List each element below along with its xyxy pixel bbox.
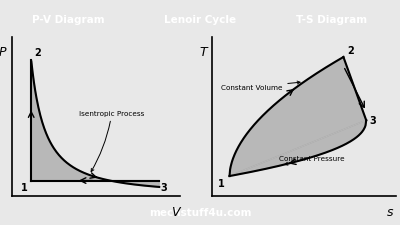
Text: 3: 3 [161, 182, 168, 192]
Text: T-S Diagram: T-S Diagram [296, 15, 368, 25]
Text: Lenoir Cycle: Lenoir Cycle [164, 15, 236, 25]
Text: Constant Pressure: Constant Pressure [278, 155, 344, 165]
Text: 2: 2 [347, 46, 354, 56]
Text: P-V Diagram: P-V Diagram [32, 15, 104, 25]
Text: T: T [199, 46, 207, 59]
Text: P: P [0, 46, 6, 59]
Text: 1: 1 [21, 182, 28, 192]
Polygon shape [230, 58, 366, 176]
Text: Isentropic Process: Isentropic Process [79, 110, 144, 172]
Text: 1: 1 [218, 178, 224, 188]
Text: Constant Volume: Constant Volume [221, 82, 300, 91]
Polygon shape [31, 61, 159, 187]
Text: V: V [171, 205, 179, 218]
Text: 2: 2 [34, 48, 41, 58]
Text: mechstuff4u.com: mechstuff4u.com [149, 207, 251, 217]
Text: s: s [387, 205, 394, 218]
Text: 3: 3 [370, 116, 376, 126]
